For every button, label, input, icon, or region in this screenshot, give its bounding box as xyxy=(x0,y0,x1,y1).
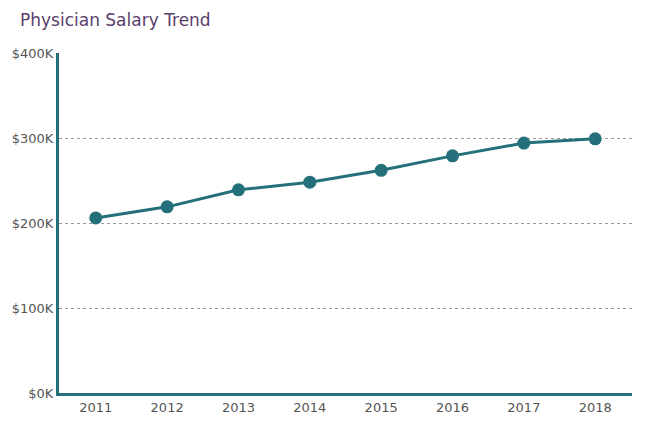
svg-text:Physician Salary Trend: Physician Salary Trend xyxy=(20,10,211,30)
svg-text:2015: 2015 xyxy=(365,400,398,415)
svg-text:2012: 2012 xyxy=(151,400,184,415)
svg-text:2011: 2011 xyxy=(79,400,112,415)
svg-text:2017: 2017 xyxy=(507,400,540,415)
svg-text:$0K: $0K xyxy=(28,386,54,401)
svg-text:$200K: $200K xyxy=(12,216,54,231)
svg-text:2018: 2018 xyxy=(579,400,612,415)
svg-text:$100K: $100K xyxy=(12,301,54,316)
svg-text:2016: 2016 xyxy=(436,400,469,415)
svg-text:$400K: $400K xyxy=(12,46,54,61)
svg-text:$300K: $300K xyxy=(12,131,54,146)
svg-text:2014: 2014 xyxy=(293,400,326,415)
svg-text:2013: 2013 xyxy=(222,400,255,415)
